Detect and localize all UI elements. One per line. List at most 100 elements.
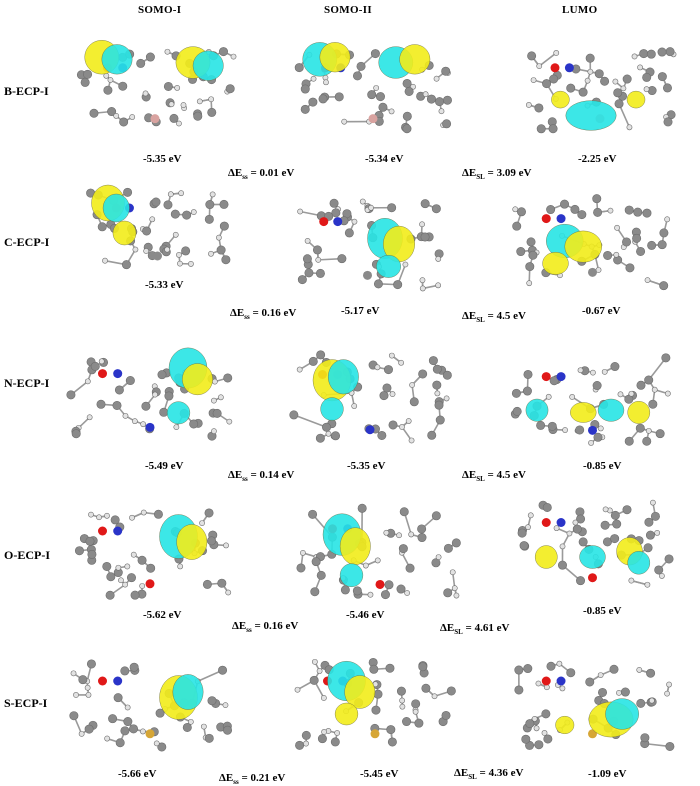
carbon-atom	[664, 554, 674, 564]
hydrogen-atom	[177, 260, 183, 267]
carbon-atom	[105, 590, 115, 600]
carbon-atom	[592, 194, 602, 204]
hydrogen-atom	[562, 427, 568, 433]
hydrogen-atom	[602, 506, 609, 513]
energy-somo-1: -5.33 eV	[145, 279, 184, 291]
carbon-atom	[546, 661, 556, 671]
carbon-atom	[578, 87, 588, 97]
carbon-atom	[97, 222, 107, 232]
hydrogen-atom	[435, 282, 442, 289]
carbon-atom	[636, 380, 646, 390]
hydrogen-atom	[636, 667, 643, 673]
nitrogen-atom	[113, 526, 123, 536]
carbon-atom	[352, 71, 362, 81]
hydrogen-atom	[139, 583, 146, 589]
hydrogen-atom	[396, 532, 402, 539]
hydrogen-atom	[404, 590, 411, 596]
orbital-lobe	[555, 715, 575, 734]
carbon-atom	[612, 519, 622, 529]
carbon-atom	[566, 668, 576, 678]
carbon-atom	[204, 214, 214, 224]
hydrogen-atom	[368, 204, 374, 211]
carbon-atom	[219, 199, 229, 209]
carbon-atom	[566, 83, 576, 93]
carbon-atom	[383, 365, 393, 375]
hydrogen-atom	[85, 691, 92, 698]
orbital-lobe	[525, 398, 549, 422]
carbon-atom	[593, 432, 603, 442]
carbon-atom	[89, 108, 99, 118]
carbon-atom	[420, 199, 430, 209]
hydrogen-atom	[651, 386, 658, 393]
hydrogen-atom	[399, 424, 405, 430]
hydrogen-atom	[648, 697, 655, 704]
carbon-atom	[223, 725, 233, 735]
carbon-atom	[647, 240, 657, 250]
hydrogen-atom	[208, 96, 215, 103]
linker-atom	[153, 251, 162, 261]
carbon-atom	[417, 524, 427, 534]
hydrogen-atom	[216, 234, 222, 241]
molecule-orbital-image	[296, 503, 461, 600]
carbon-atom	[207, 696, 217, 706]
hydrogen-atom	[131, 418, 138, 425]
carbon-atom	[427, 430, 437, 440]
carbon-atom	[542, 502, 552, 512]
hydrogen-atom	[86, 414, 93, 421]
carbon-atom	[402, 111, 412, 121]
hydrogen-atom	[664, 390, 671, 397]
carbon-atom	[526, 237, 536, 247]
hydrogen-atom	[409, 382, 415, 388]
energy-lumo: -0.85 eV	[583, 460, 622, 472]
linker-atom	[145, 729, 155, 739]
carbon-atom	[316, 570, 326, 580]
hydrogen-atom	[374, 557, 381, 564]
hydrogen-atom	[78, 730, 85, 737]
carbon-atom	[511, 388, 521, 398]
hydrogen-atom	[588, 439, 594, 446]
carbon-atom	[521, 734, 531, 744]
carbon-atom	[625, 263, 635, 273]
carbon-atom	[151, 197, 161, 207]
hydrogen-atom	[527, 512, 534, 519]
hydrogen-atom	[553, 50, 560, 56]
carbon-atom	[204, 508, 214, 518]
carbon-atom	[377, 430, 387, 440]
carbon-atom	[163, 81, 173, 91]
carbon-atom	[85, 536, 95, 546]
hydrogen-atom	[644, 581, 651, 588]
orbital-lobe	[570, 402, 597, 423]
carbon-atom	[337, 254, 347, 264]
carbon-atom	[624, 436, 634, 446]
orbital-lobe	[551, 90, 570, 109]
carbon-atom	[655, 429, 665, 439]
hydrogen-atom	[590, 369, 596, 376]
carbon-atom	[443, 543, 453, 553]
orbital-lobe	[320, 397, 344, 421]
carbon-atom	[523, 369, 533, 379]
carbon-atom	[157, 742, 167, 752]
hydrogen-atom	[631, 53, 638, 60]
hydrogen-atom	[443, 395, 450, 402]
hydrogen-atom	[341, 118, 348, 125]
carbon-atom	[421, 683, 431, 693]
carbon-atom	[137, 555, 147, 565]
carbon-atom	[317, 734, 327, 744]
oxygen-atom	[541, 518, 551, 527]
carbon-atom	[219, 221, 229, 231]
linker-atom	[588, 425, 597, 435]
hydrogen-atom	[130, 551, 137, 558]
carbon-atom	[622, 237, 632, 247]
orbital-lobe	[101, 44, 133, 75]
carbon-atom	[642, 208, 652, 218]
orbital-lobe	[172, 674, 204, 710]
hydrogen-atom	[118, 577, 124, 584]
hydrogen-atom	[316, 668, 323, 674]
carbon-atom	[548, 124, 558, 134]
carbon-atom	[525, 262, 535, 272]
linker-atom	[365, 425, 375, 435]
hydrogen-atom	[359, 198, 366, 205]
molecule-orbital-image	[289, 350, 452, 444]
delta-e-sl: ΔESL = 3.09 eV	[462, 167, 532, 182]
carbon-atom	[396, 584, 406, 594]
